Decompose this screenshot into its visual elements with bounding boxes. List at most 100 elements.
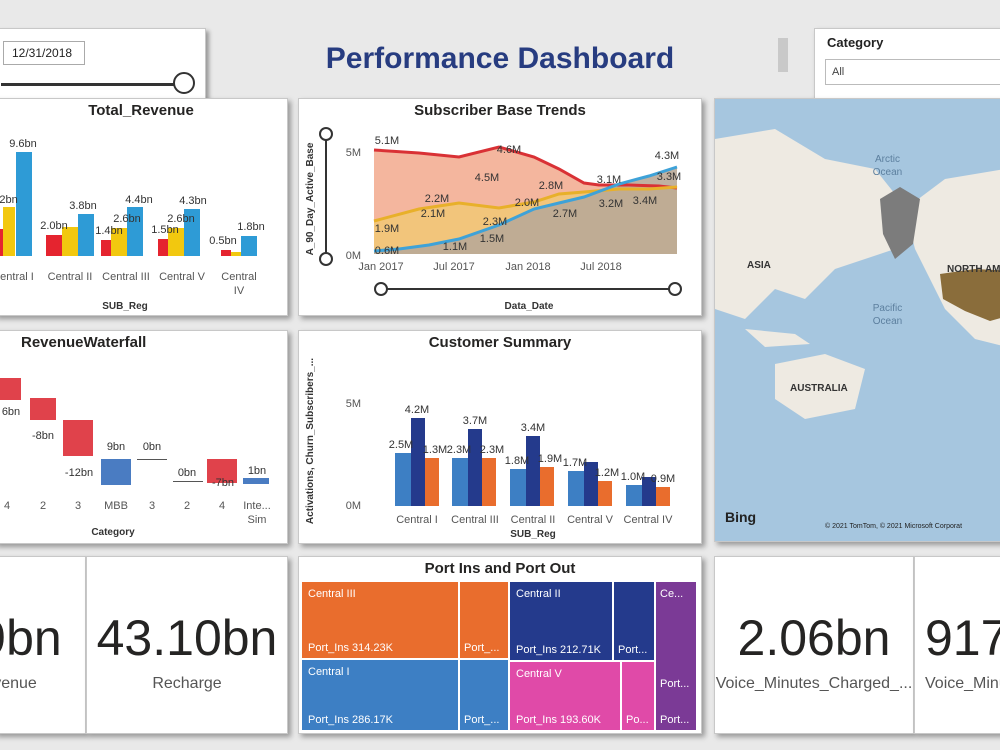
bar[interactable] (127, 207, 143, 256)
subscriber-trends-chart: A_90_Day_Active_Base 5M 0M 5.1M 4.6M 4.5… (305, 127, 682, 312)
bar[interactable] (62, 227, 78, 256)
data-label: 3.4M (633, 195, 657, 207)
bar[interactable] (452, 458, 468, 506)
data-label: 3.1M (597, 174, 621, 186)
bar[interactable] (78, 214, 94, 256)
arctic-ocean-label: Arctic Ocean (872, 154, 903, 178)
x-tick-label: MBB (104, 500, 128, 512)
bar[interactable] (425, 458, 439, 506)
bar[interactable] (540, 467, 554, 506)
bar[interactable] (626, 485, 642, 506)
bar[interactable] (231, 252, 241, 256)
data-label: 1.1M (443, 241, 467, 253)
x-tick-label: Central I (396, 514, 438, 526)
treemap-cell-central-v-out[interactable]: Po... (621, 661, 655, 731)
data-label: 4.2M (405, 404, 429, 416)
customer-summary-chart: Activations, Churn_Subscribers_... 5M 0M… (305, 358, 675, 540)
x-slider-handle-right[interactable] (668, 282, 682, 296)
bar[interactable] (656, 487, 670, 506)
data-label: 2.7M (553, 208, 577, 220)
bar[interactable] (510, 469, 526, 506)
kpi-label: Voice_Minu (925, 675, 1000, 692)
bar[interactable] (168, 228, 184, 256)
bar[interactable] (598, 481, 612, 506)
x-slider-handle-left[interactable] (374, 282, 388, 296)
treemap-cell-central-iv[interactable]: Ce... Port... Port... (655, 581, 697, 731)
bar[interactable] (642, 477, 656, 506)
bar[interactable] (101, 240, 111, 256)
bar[interactable] (395, 453, 411, 506)
kpi-label: Recharge (152, 675, 222, 692)
data-label: 1.9M (538, 453, 562, 465)
waterfall-bar[interactable] (0, 378, 21, 400)
subscriber-trends-card: Subscriber Base Trends A_90_Day_Active_B… (298, 98, 702, 316)
bar[interactable] (584, 462, 598, 506)
x-tick-label: 3 (149, 500, 155, 512)
data-label: 4.6M (497, 144, 521, 156)
waterfall-bar[interactable] (101, 459, 131, 485)
treemap-cell-central-iii[interactable]: Central III Port_Ins 314.23K (301, 581, 459, 659)
bar[interactable] (221, 250, 231, 256)
north-america-label: NORTH AM (947, 264, 1000, 275)
data-label: 5.1M (375, 135, 399, 147)
bar[interactable] (158, 239, 168, 256)
bar[interactable] (16, 152, 32, 256)
kpi-card-voice-minutes: 917 Voice_Minu (914, 556, 1000, 734)
bar[interactable] (526, 436, 540, 506)
bar[interactable] (0, 229, 3, 256)
date-slider-handle[interactable] (173, 72, 195, 94)
data-label: 3.3M (657, 171, 681, 183)
waterfall-bar[interactable] (137, 459, 167, 460)
y-slider-handle-bottom[interactable] (319, 252, 333, 266)
x-axis-title: Category (91, 527, 135, 538)
kpi-card-recharge: 43.10bn Recharge (86, 556, 288, 734)
data-label: .2bn (0, 194, 18, 206)
x-tick-label: 3 (75, 500, 81, 512)
waterfall-bar[interactable] (30, 398, 56, 420)
bar[interactable] (46, 235, 62, 256)
kpi-value: 2.06bn (737, 610, 891, 666)
total-revenue-title: Total_Revenue (88, 102, 194, 119)
page-title: Performance Dashboard (325, 42, 675, 75)
date-input[interactable]: 12/31/2018 (3, 41, 85, 65)
waterfall-bar[interactable] (63, 420, 93, 456)
line-red (373, 145, 678, 190)
treemap-cell-central-i[interactable]: Central I Port_Ins 286.17K (301, 659, 459, 731)
treemap-cell-central-iii-out[interactable]: Port_... (459, 581, 509, 659)
waterfall-chart: 6bn -8bn -12bn 9bn 0bn 0bn -7bn 1bn 4 2 … (0, 378, 271, 538)
y-slider-handle-top[interactable] (319, 127, 333, 141)
treemap-cell-central-ii-out[interactable]: Port... (613, 581, 655, 661)
data-label: 0bn (143, 441, 161, 453)
data-label: 2.5M (389, 439, 413, 451)
bar[interactable] (184, 209, 200, 256)
x-tick-label: Sim (248, 514, 267, 526)
bar[interactable] (3, 207, 15, 256)
treemap-cell-central-i-out[interactable]: Port_... (459, 659, 509, 731)
x-tick-label: Central (221, 271, 256, 283)
data-label: 1bn (248, 465, 266, 477)
waterfall-bar[interactable] (173, 481, 203, 482)
bar[interactable] (568, 471, 584, 506)
area-blue (374, 167, 677, 254)
bar[interactable] (468, 429, 482, 506)
waterfall-bar[interactable] (243, 478, 269, 484)
bar[interactable] (241, 236, 257, 256)
data-label: 2.2M (425, 193, 449, 205)
data-label: 4.4bn (125, 194, 153, 206)
data-label: 2.0M (515, 197, 539, 209)
treemap-cell-central-ii[interactable]: Central II Port_Ins 212.71K (509, 581, 613, 661)
date-slider-track[interactable] (1, 83, 181, 86)
waterfall-bar[interactable] (207, 459, 237, 483)
bar[interactable] (411, 418, 425, 506)
category-dropdown[interactable]: All (825, 59, 1000, 85)
data-label: 3.7M (463, 415, 487, 427)
x-axis-title: SUB_Reg (102, 301, 148, 312)
treemap-cell-central-v[interactable]: Central V Port_Ins 193.60K (509, 661, 621, 731)
bar[interactable] (111, 228, 127, 256)
kpi-value: 917 (925, 610, 1000, 666)
land-usa (940, 269, 1000, 321)
bar[interactable] (482, 458, 496, 506)
y-axis-title: A_90_Day_Active_Base (305, 142, 316, 255)
divider (778, 38, 788, 72)
kpi-label: venue (0, 675, 37, 692)
